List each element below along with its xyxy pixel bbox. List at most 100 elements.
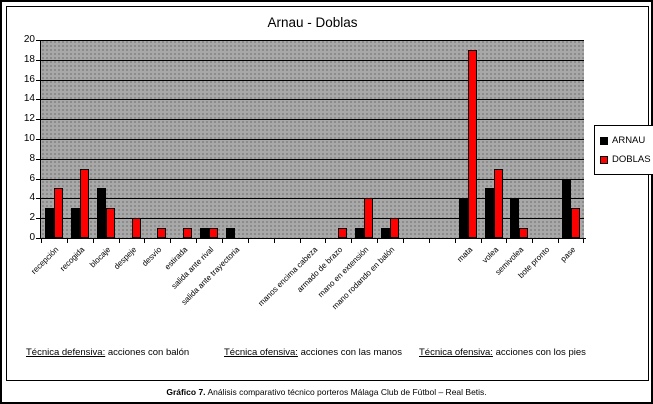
x-axis-tick xyxy=(299,239,301,243)
y-axis-tick xyxy=(36,158,40,160)
x-axis-tick xyxy=(118,239,120,243)
bar-doblas-mano en extensión xyxy=(364,198,374,238)
x-axis-tick xyxy=(222,239,223,243)
figure-caption: Gráfico 7. Análisis comparativo técnico … xyxy=(2,387,651,397)
x-axis-tick xyxy=(454,239,456,243)
annotation-offensive-feet-lead: Técnica ofensiva: xyxy=(419,347,493,358)
y-axis-label-10: 10 xyxy=(23,133,35,144)
x-axis-tick xyxy=(428,239,430,243)
annotation-offensive-feet: Técnica ofensiva: acciones con los pies xyxy=(419,347,586,358)
bar-doblas-recogida xyxy=(79,169,89,238)
figure-caption-number: Gráfico 7. xyxy=(166,387,206,397)
bar-doblas-volea xyxy=(493,169,503,238)
gridline-18 xyxy=(41,59,584,61)
y-axis-label-20: 20 xyxy=(23,34,35,45)
gridline-16 xyxy=(41,79,584,81)
x-axis-label-armado-de-brazo: armado de brazo xyxy=(295,245,345,295)
y-axis-tick xyxy=(36,139,40,140)
gridline-20 xyxy=(41,40,584,41)
y-axis-tick xyxy=(36,218,40,220)
y-axis-label-4: 4 xyxy=(29,192,35,204)
x-axis-tick xyxy=(403,239,404,243)
y-axis-tick xyxy=(36,119,40,121)
bar-arnau-pase xyxy=(562,179,572,238)
annotation-defensive-lead: Técnica defensiva: xyxy=(26,347,106,358)
y-axis-tick xyxy=(36,238,40,239)
bar-arnau-semivolea xyxy=(510,198,520,238)
x-axis-tick xyxy=(92,239,94,243)
bar-doblas-mano rodando en balón xyxy=(390,218,400,238)
gridline-14 xyxy=(41,99,584,101)
bar-arnau-recepción xyxy=(44,208,54,238)
x-axis-tick xyxy=(196,239,198,243)
bar-doblas-blocaje xyxy=(105,208,115,238)
x-axis-tick xyxy=(351,239,353,243)
x-axis-tick xyxy=(480,239,482,243)
gridline-4 xyxy=(41,198,584,200)
bar-doblas-recepción xyxy=(53,188,63,238)
bar-doblas-despeje xyxy=(131,218,141,238)
bar-arnau-salida ante rival xyxy=(200,228,210,238)
y-axis-tick xyxy=(36,40,40,41)
x-axis-tick xyxy=(558,239,560,243)
annotation-defensive-rest: acciones con balón xyxy=(105,347,190,358)
x-axis-tick xyxy=(583,239,584,243)
x-axis-tick xyxy=(144,239,146,243)
y-axis-tick xyxy=(36,198,40,200)
x-axis-tick xyxy=(41,239,42,243)
figure-caption-text: Análisis comparativo técnico porteros Má… xyxy=(205,387,487,397)
bar-doblas-estirada xyxy=(183,228,193,238)
annotation-offensive-feet-rest: acciones con los pies xyxy=(492,347,586,358)
x-axis-tick xyxy=(325,239,327,243)
doblas-series-swatch xyxy=(600,155,608,164)
y-axis-tick xyxy=(36,99,40,101)
bar-arnau-mano en extensión xyxy=(355,228,365,238)
bar-arnau-recogida xyxy=(70,208,80,238)
x-axis-tick xyxy=(170,239,172,243)
bar-doblas-semivolea xyxy=(519,228,529,238)
y-axis-line xyxy=(40,40,41,239)
bar-doblas-pase xyxy=(571,208,581,238)
annotation-offensive-hands: Técnica ofensiva: acciones con las manos xyxy=(224,347,402,358)
bar-arnau-mata xyxy=(458,198,468,238)
annotation-offensive-hands-rest: acciones con las manos xyxy=(297,347,402,358)
bar-arnau-mano rodando en balón xyxy=(381,228,391,238)
chart-container: Arnau - Doblas ARNAU DOBLAS Técnica defe… xyxy=(6,6,653,381)
y-axis-label-0: 0 xyxy=(29,232,35,243)
gridline-6 xyxy=(41,178,584,180)
legend-label-arnau: ARNAU xyxy=(612,135,646,146)
y-axis-label-6: 6 xyxy=(29,172,35,184)
gridline-12 xyxy=(41,119,584,121)
y-axis-tick xyxy=(36,178,40,180)
gridline-8 xyxy=(41,158,584,160)
bar-doblas-desvío xyxy=(157,228,167,238)
bar-arnau-volea xyxy=(484,188,494,238)
chart-title: Arnau - Doblas xyxy=(267,15,358,30)
bar-doblas-mata xyxy=(467,50,477,238)
annotation-defensive: Técnica defensiva: acciones con balón xyxy=(26,347,189,358)
gridline-2 xyxy=(41,218,584,220)
x-axis-tick xyxy=(506,239,508,243)
y-axis-label-18: 18 xyxy=(23,53,35,65)
y-axis-label-14: 14 xyxy=(23,93,35,105)
y-axis-label-2: 2 xyxy=(29,212,35,224)
x-axis-tick xyxy=(273,239,275,243)
x-axis-tick xyxy=(532,239,534,243)
x-axis-tick xyxy=(66,239,68,243)
legend-item-arnau: ARNAU xyxy=(600,135,653,146)
bar-doblas-salida ante rival xyxy=(209,228,219,238)
x-axis-line xyxy=(40,238,586,239)
legend-item-doblas: DOBLAS xyxy=(600,154,653,165)
annotation-offensive-hands-lead: Técnica ofensiva: xyxy=(224,347,298,358)
x-axis-label-mano-en-extensión: mano en extensión xyxy=(316,245,371,300)
y-axis-label-8: 8 xyxy=(29,152,35,164)
x-axis-tick xyxy=(247,239,249,243)
y-axis-tick xyxy=(36,79,40,81)
y-axis-label-16: 16 xyxy=(23,73,35,85)
x-axis-label-semivolea: semivolea xyxy=(493,245,526,277)
legend: ARNAU DOBLAS xyxy=(594,125,653,175)
bar-doblas-armado de brazo xyxy=(338,228,348,238)
gridline-10 xyxy=(41,139,584,140)
x-axis-tick xyxy=(377,239,379,243)
